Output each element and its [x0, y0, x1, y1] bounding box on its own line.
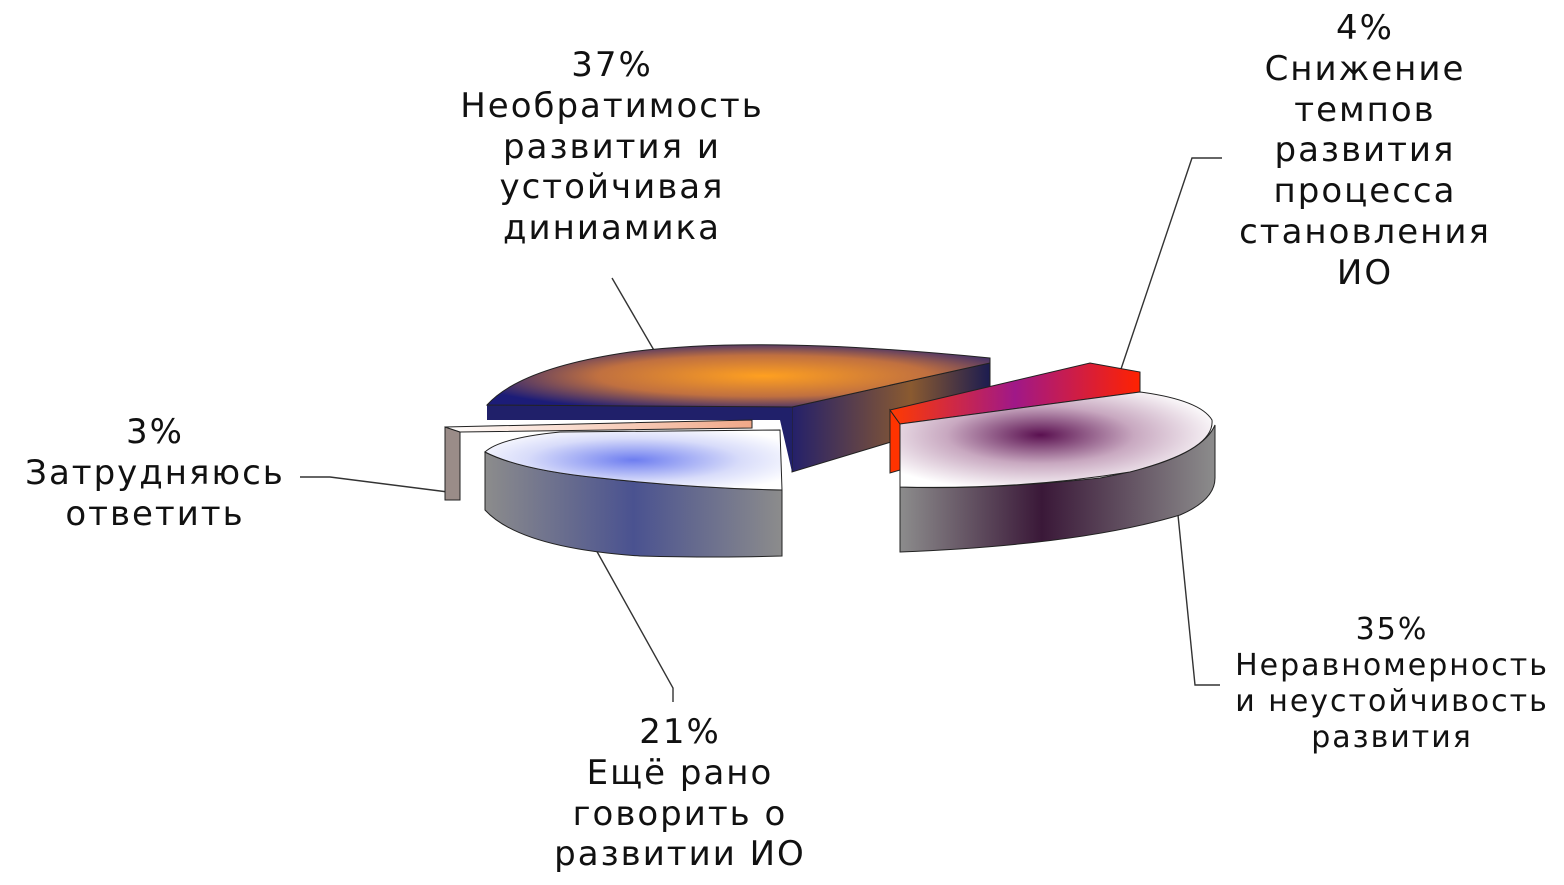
label-37-line-3: устойчивая	[499, 167, 725, 208]
leader-line-3	[300, 476, 449, 493]
leader-line-21	[594, 547, 674, 702]
value-label-21: 21%	[639, 712, 721, 752]
label-3-line-1: Затрудняюсь	[25, 452, 285, 493]
label-37-line-2: развития и	[503, 126, 721, 167]
value-label-37: 37%	[571, 45, 653, 85]
label-4-line-4: процесса	[1273, 171, 1457, 212]
label-3-line-2: ответить	[65, 493, 245, 534]
label-4-line-1: Снижение	[1264, 48, 1466, 89]
label-35-line-3: развития	[1311, 720, 1473, 755]
label-4: 4% Снижение темпов развития процесса ста…	[1215, 8, 1515, 294]
label-4-line-2: темпов	[1294, 89, 1436, 130]
label-4-line-6: ИО	[1336, 252, 1394, 293]
label-21: 21% Ещё рано говорить о развитии ИО	[520, 712, 840, 875]
label-35: 35% Неравномерность и неустойчивость раз…	[1222, 612, 1562, 756]
leader-line-35	[1177, 514, 1220, 686]
label-4-line-3: развития	[1274, 130, 1456, 171]
leader-line-37	[611, 277, 656, 353]
label-37-line-1: Необратимость	[460, 85, 764, 126]
slice-35	[899, 391, 1216, 553]
label-35-line-1: Неравномерность	[1235, 648, 1549, 683]
label-4-line-5: становления	[1239, 211, 1491, 252]
label-35-line-2: и неустойчивость	[1235, 684, 1549, 719]
label-37-line-4: диниамика	[503, 208, 721, 249]
leader-line-4	[1119, 157, 1222, 373]
value-label-35: 35%	[1355, 612, 1429, 647]
slice-21	[484, 429, 783, 558]
label-21-line-1: Ещё рано	[586, 752, 774, 793]
label-3: 3% Затрудняюсь ответить	[5, 412, 305, 534]
label-21-line-2: говорить о	[572, 793, 788, 834]
label-21-line-3: развитии ИО	[554, 834, 806, 875]
value-label-4: 4%	[1336, 8, 1394, 48]
value-label-3: 3%	[126, 412, 184, 452]
slice-3	[444, 419, 753, 501]
label-37: 37% Необратимость развития и устойчивая …	[432, 45, 792, 249]
